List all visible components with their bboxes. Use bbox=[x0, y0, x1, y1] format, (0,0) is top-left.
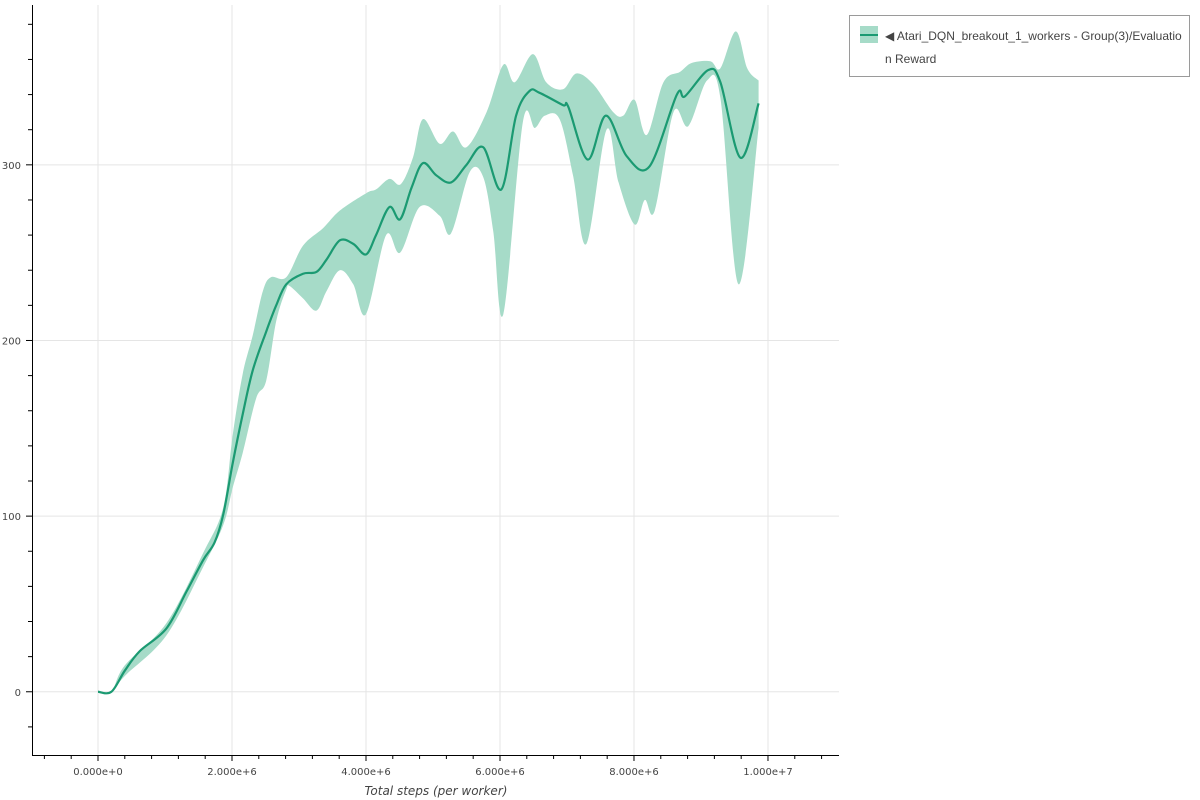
x-tick-label: 6.000e+6 bbox=[475, 767, 525, 778]
confidence-band bbox=[97, 31, 759, 694]
line-layer bbox=[97, 67, 760, 695]
x-axis-label: Total steps (per worker) bbox=[365, 784, 508, 798]
x-tick-label: 8.000e+6 bbox=[609, 767, 659, 778]
band-layer bbox=[97, 31, 759, 694]
y-tick-label: 100 bbox=[2, 512, 21, 523]
x-tick-label: 0.000e+0 bbox=[73, 767, 123, 778]
y-tick-label: 0 bbox=[15, 688, 21, 699]
axes: 0.000e+0 2.000e+6 4.000e+6 6.000e+6 8.000e+6… bbox=[2, 5, 839, 778]
x-tick-label: 4.000e+6 bbox=[341, 767, 391, 778]
y-tick-label: 200 bbox=[2, 336, 21, 347]
x-tick-label: 2.000e+6 bbox=[207, 767, 257, 778]
x-tick-label: 1.000e+7 bbox=[743, 767, 793, 778]
y-tick-label: 300 bbox=[2, 161, 21, 172]
legend-item-label[interactable]: ◀ Atari_DQN_breakout_1_workers - Group(3… bbox=[885, 29, 1182, 66]
legend-swatch-icon bbox=[860, 26, 878, 43]
mean-line bbox=[97, 67, 760, 695]
legend[interactable]: ◀ Atari_DQN_breakout_1_workers - Group(3… bbox=[849, 15, 1190, 77]
